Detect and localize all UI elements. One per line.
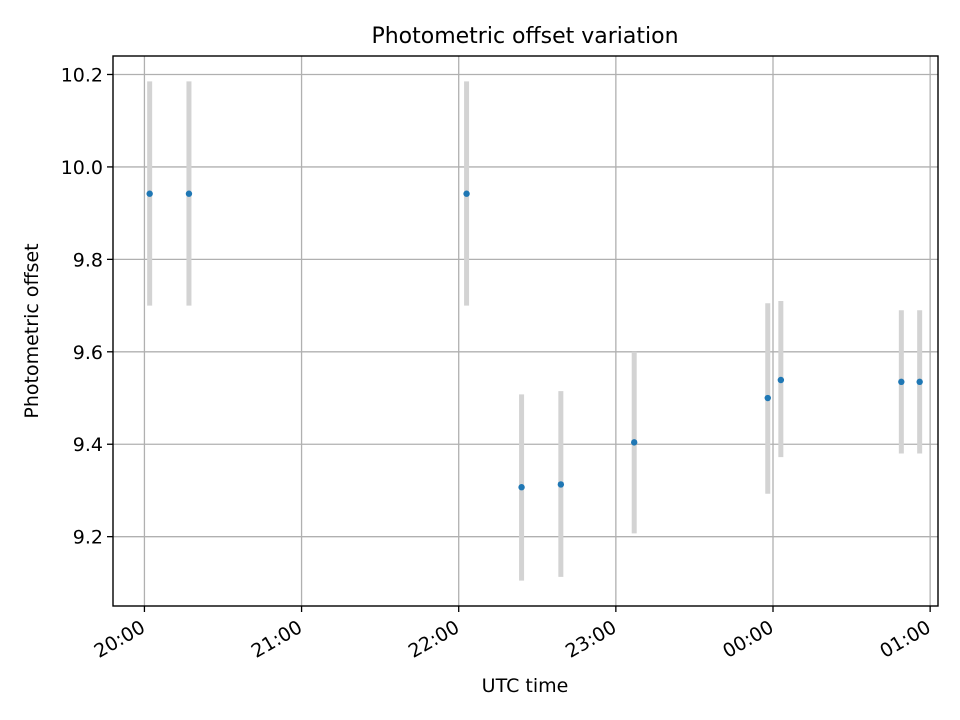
grid <box>113 56 938 606</box>
data-point <box>898 378 905 386</box>
data-point <box>185 190 193 197</box>
data-point <box>463 190 470 197</box>
chart-title: Photometric offset variation <box>371 24 678 49</box>
x-tick-label: 01:00 <box>876 616 934 662</box>
x-tick-label: 20:00 <box>91 616 149 662</box>
y-tick-label: 9.2 <box>73 527 103 549</box>
data-point <box>764 394 771 402</box>
x-tick-label: 22:00 <box>405 616 463 662</box>
y-tick-label: 9.6 <box>73 342 103 364</box>
x-tick-label: 00:00 <box>719 616 777 662</box>
data-point <box>916 378 923 386</box>
data-point <box>146 190 153 197</box>
y-tick-label: 10.0 <box>61 157 103 179</box>
axis-ticks: 20:00 21:00 22:00 23:00 00:00 01:00 9.2 9.4 9.6 9… <box>61 64 935 662</box>
x-axis-label: UTC time <box>482 675 569 697</box>
plot-frame <box>112 55 939 607</box>
y-tick-label: 9.8 <box>73 249 103 271</box>
data-points <box>146 190 923 491</box>
y-tick-label: 9.4 <box>73 434 103 456</box>
data-point <box>630 439 638 446</box>
y-axis-label: Photometric offset <box>21 243 43 418</box>
x-tick-label: 23:00 <box>562 616 620 662</box>
y-tick-label: 10.2 <box>61 64 103 86</box>
data-point <box>777 376 785 384</box>
x-tick-label: 21:00 <box>248 616 306 662</box>
data-point <box>557 481 565 488</box>
error-bars <box>147 81 923 581</box>
data-point <box>518 484 525 491</box>
